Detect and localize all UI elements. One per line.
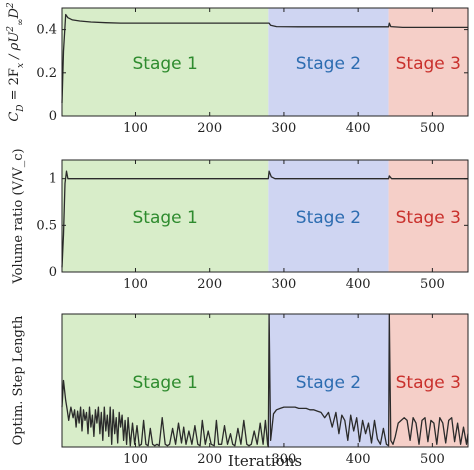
x-tick-label: 500 <box>420 277 445 292</box>
x-tick-label: 500 <box>420 452 445 467</box>
axes-frame <box>61 7 469 117</box>
y-tick-label: 0.4 <box>36 23 57 38</box>
stage-2-label: Stage 2 <box>296 54 361 74</box>
x-tick-label: 200 <box>197 277 222 292</box>
panel-3: Stage 1 Stage 2 Stage 3 100 200 300 400 500 Opti… <box>11 313 469 470</box>
x-tick-label: 500 <box>420 121 445 136</box>
x-tick-label: 200 <box>197 452 222 467</box>
stage-3-label: Stage 3 <box>396 373 461 393</box>
y-tick-label: 0.5 <box>36 218 57 233</box>
y-axis-label: CD = 2Fx / ρU2∞D2 <box>6 2 26 122</box>
x-tick-label: 100 <box>123 452 148 467</box>
x-tick-label: 400 <box>346 452 371 467</box>
x-axis-label: Iterations <box>228 452 302 470</box>
stage-3-label: Stage 3 <box>396 54 461 74</box>
y-tick-label: 0 <box>49 265 57 280</box>
stage-1-label: Stage 1 <box>132 373 197 393</box>
x-tick-label: 100 <box>123 277 148 292</box>
axes-frame <box>61 159 469 273</box>
stage-1-label: Stage 1 <box>132 208 197 228</box>
series-line <box>61 13 468 104</box>
panel-1: Stage 1 Stage 2 Stage 3 100 200 300 400 500 0 0.2… <box>6 2 469 136</box>
stage-2-label: Stage 2 <box>296 208 361 228</box>
x-tick-label: 100 <box>123 121 148 136</box>
x-tick-label: 300 <box>272 452 297 467</box>
stage-3-label: Stage 3 <box>396 208 461 228</box>
stage-3-region <box>388 8 468 116</box>
series-line <box>61 313 469 448</box>
stage-1-label: Stage 1 <box>132 54 197 74</box>
y-axis-label: Volume ratio (V/V_c) <box>11 148 26 284</box>
y-tick-label: 0 <box>49 109 57 124</box>
stage-2-label: Stage 2 <box>296 373 361 393</box>
series-line <box>61 170 468 268</box>
y-tick-label: 1 <box>49 172 57 187</box>
stage-2-region <box>268 8 389 116</box>
x-tick-label: 300 <box>272 277 297 292</box>
x-tick-label: 300 <box>272 121 297 136</box>
axes-frame <box>61 313 469 448</box>
stage-1-region <box>62 8 269 116</box>
x-tick-label: 200 <box>197 121 222 136</box>
stage-3-region <box>388 314 468 447</box>
x-tick-label: 400 <box>346 277 371 292</box>
stage-1-region <box>62 314 269 447</box>
y-tick-label: 0.2 <box>36 66 57 81</box>
panel-2: Stage 1 Stage 2 Stage 3 100 200 300 400 500 0 0.5… <box>11 148 469 292</box>
x-tick-label: 400 <box>346 121 371 136</box>
y-axis-label: Optim. Step Length <box>11 315 26 445</box>
